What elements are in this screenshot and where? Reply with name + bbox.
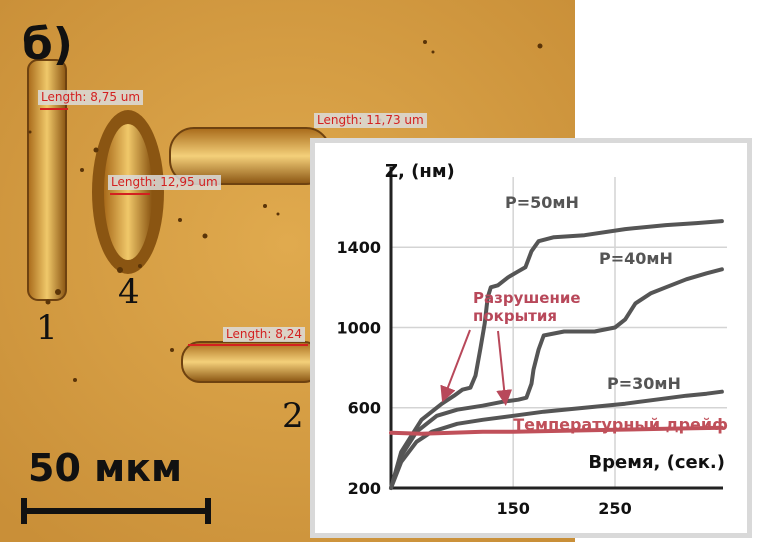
scale-bar-label: 50 мкм [28,446,183,490]
debris-particles [28,40,543,382]
measurement-line-4 [188,344,308,346]
scratch-track-2 [181,341,323,383]
x-axis-title: Время, (сек.) [588,452,725,473]
measurement-label-4: Length: 8,24 [223,327,305,342]
annotation-arrow-2 [496,330,513,406]
series-line-3 [389,425,724,436]
measurement-label-3: Length: 12,95 um [108,175,221,190]
measurement-line-3 [110,193,150,195]
panel-label: б) [22,19,73,70]
y-tick-label-3: 1400 [336,238,381,257]
y-tick-label-0: 200 [348,479,381,498]
annotation-text-line1: Разрушение [473,289,581,307]
chart-panel: 200 600 1000 1400 150 250 Z, (нм) Время, (сек.)… [310,138,752,538]
series-line-1 [389,267,724,490]
series-label-2: P=30мН [607,374,681,393]
scratch-track-4-inner [104,124,152,260]
scale-bar [21,498,211,524]
track-label-1: 1 [36,308,58,348]
track-label-2: 2 [282,396,304,436]
series-label-0: P=50мН [505,193,579,212]
series-line-2 [389,389,724,490]
measurement-line-1 [40,108,68,110]
measurement-label-2: Length: 11,73 um [314,113,427,128]
x-tick-label-0: 150 [496,499,529,518]
annotation-arrow-1 [440,329,471,403]
measurement-label-1: Length: 8,75 um [38,90,144,105]
chart-svg: 200 600 1000 1400 150 250 Z, (нм) Время, (сек.)… [336,161,728,518]
series-label-3: Температурный дрейф [513,415,728,434]
track-label-4: 4 [118,272,140,312]
series-label-1: P=40мН [599,249,673,268]
y-tick-label-2: 1000 [336,318,381,337]
y-tick-label-1: 600 [348,399,381,418]
x-tick-label-1: 250 [598,499,631,518]
annotation-text-line2: покрытия [473,307,557,325]
y-axis-title: Z, (нм) [385,161,455,182]
